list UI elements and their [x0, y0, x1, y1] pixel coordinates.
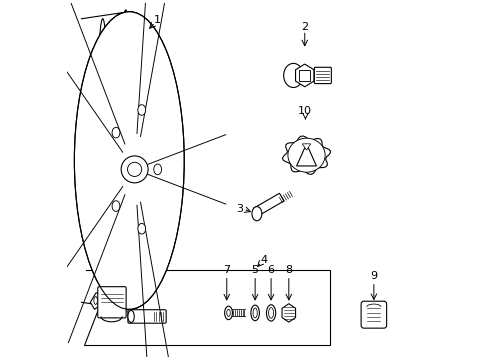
Ellipse shape [103, 22, 116, 299]
FancyBboxPatch shape [360, 301, 386, 328]
Ellipse shape [224, 306, 232, 320]
Text: 9: 9 [369, 271, 377, 281]
Ellipse shape [283, 63, 303, 87]
Ellipse shape [119, 10, 132, 311]
Polygon shape [295, 64, 313, 87]
Circle shape [127, 162, 142, 176]
Ellipse shape [251, 207, 262, 221]
Text: 7: 7 [223, 265, 230, 275]
Text: 8: 8 [285, 265, 292, 275]
Ellipse shape [266, 305, 275, 321]
Ellipse shape [138, 105, 145, 115]
Ellipse shape [268, 307, 273, 318]
FancyBboxPatch shape [128, 310, 166, 323]
Ellipse shape [96, 19, 109, 302]
Ellipse shape [112, 13, 125, 307]
Text: 5: 5 [251, 265, 258, 275]
Text: 1: 1 [154, 15, 161, 25]
Polygon shape [282, 136, 330, 174]
Ellipse shape [128, 310, 134, 323]
Polygon shape [282, 304, 295, 322]
Ellipse shape [138, 224, 145, 234]
Ellipse shape [226, 309, 230, 316]
Ellipse shape [112, 201, 120, 211]
Text: 3: 3 [235, 204, 242, 214]
Ellipse shape [153, 164, 161, 175]
FancyBboxPatch shape [314, 67, 331, 84]
Ellipse shape [287, 138, 325, 172]
Circle shape [121, 156, 148, 183]
Ellipse shape [94, 297, 97, 305]
Text: 10: 10 [297, 106, 311, 116]
Text: 6: 6 [267, 265, 274, 275]
Ellipse shape [252, 308, 257, 318]
Polygon shape [84, 270, 329, 345]
Polygon shape [90, 292, 99, 309]
Text: 4: 4 [260, 255, 267, 265]
Ellipse shape [250, 305, 259, 321]
Polygon shape [302, 144, 310, 150]
Polygon shape [296, 144, 316, 166]
Text: 2: 2 [301, 22, 308, 32]
Polygon shape [253, 193, 284, 216]
Ellipse shape [74, 12, 184, 309]
FancyBboxPatch shape [299, 70, 309, 81]
FancyBboxPatch shape [98, 287, 126, 318]
Ellipse shape [112, 127, 120, 138]
